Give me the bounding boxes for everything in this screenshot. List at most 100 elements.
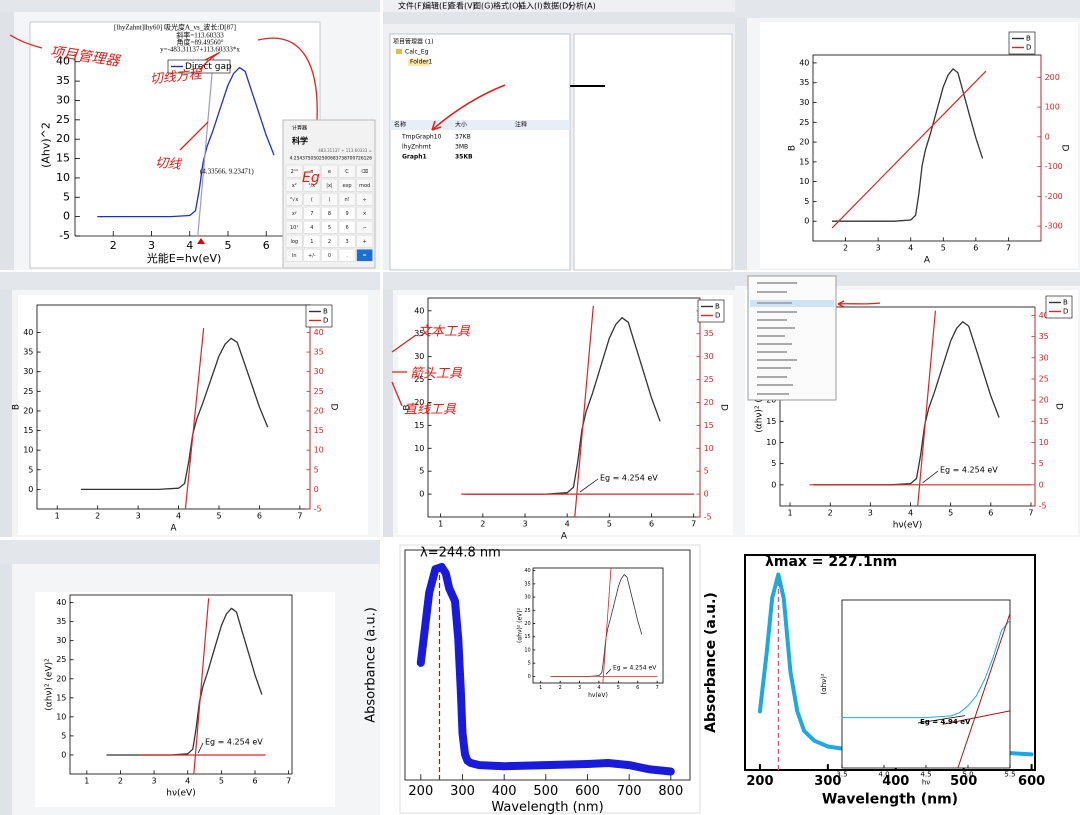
data-line	[184, 327, 205, 510]
calc-key[interactable]	[338, 164, 356, 178]
calc-key[interactable]	[355, 234, 374, 248]
y2-tick-label: 5	[1039, 459, 1044, 468]
y2-tick-label: 20	[1039, 396, 1049, 405]
calc-key[interactable]	[320, 220, 339, 234]
x-tick-label: 4	[186, 239, 193, 252]
calc-key[interactable]	[303, 164, 321, 178]
calc-key[interactable]	[285, 164, 303, 178]
annotation: λmax = 227.1nm	[765, 554, 897, 570]
x-axis-label: A	[561, 531, 568, 541]
calc-key[interactable]	[320, 234, 339, 248]
calc-key[interactable]	[338, 220, 356, 234]
x-tick-label: 5	[941, 244, 946, 253]
calc-key[interactable]	[285, 234, 303, 248]
y-tick-label: 15	[766, 417, 776, 426]
calc-key[interactable]	[320, 192, 339, 206]
calc-key-label: +/-	[308, 253, 316, 259]
calc-key[interactable]	[303, 192, 321, 206]
y2-tick-label: 40	[314, 328, 324, 337]
calc-key[interactable]	[355, 192, 374, 206]
column-header[interactable]: 大小	[455, 121, 467, 129]
data-line	[942, 612, 1011, 769]
calc-key[interactable]	[303, 234, 321, 248]
calc-key[interactable]	[355, 206, 374, 220]
toolbar	[735, 0, 1080, 18]
calc-key[interactable]	[303, 248, 321, 262]
calculator-mode[interactable]: 科学	[292, 136, 308, 146]
file-name[interactable]: lhyZnhmt	[402, 144, 432, 151]
x-tick-label: 2	[828, 509, 833, 518]
y2-tick-label: 35	[1039, 332, 1049, 341]
calc-key[interactable]	[338, 234, 356, 248]
menu-item[interactable]: 分析(A)	[568, 1, 596, 11]
data-line	[813, 321, 1000, 486]
calc-key[interactable]	[285, 248, 303, 262]
calc-key[interactable]	[285, 178, 303, 192]
menu-item[interactable]: 图(G)	[473, 2, 493, 11]
side-toolbar	[0, 12, 14, 270]
data-line	[197, 57, 214, 237]
x-tick-label: 400	[492, 784, 517, 799]
y-tick-label: 10	[524, 647, 530, 653]
y-tick-label: 35	[414, 329, 424, 338]
file-name[interactable]: Graph1	[402, 154, 427, 161]
file-name[interactable]: TmpGraph10	[401, 134, 442, 141]
x-tick-label: 700	[617, 784, 642, 799]
column-header[interactable]: 名称	[394, 121, 406, 129]
legend-label: D	[323, 317, 328, 325]
menu-item[interactable]: 数据(D)	[543, 1, 571, 11]
calc-key-label: 2ⁿᵈ	[291, 169, 298, 175]
y-axis-label: B	[12, 404, 22, 410]
y-axis-label: (αhν)² (eV)²	[755, 380, 765, 433]
y2-tick-label: -5	[314, 505, 322, 514]
y2-tick-label: -5	[704, 513, 712, 522]
toolbar	[383, 12, 735, 24]
calc-key[interactable]	[303, 178, 321, 192]
calc-key[interactable]	[285, 220, 303, 234]
calc-key-label: ×	[363, 211, 367, 217]
column-header[interactable]: 注释	[515, 121, 527, 129]
data-line	[809, 310, 1032, 507]
y2-axis-label: D	[329, 404, 339, 411]
plot-area	[812, 54, 1042, 242]
x-tick-label: 3	[152, 777, 157, 786]
data-line	[461, 305, 695, 518]
x-axis-label: hν(eV)	[893, 520, 922, 530]
calc-key[interactable]	[303, 220, 321, 234]
calc-key[interactable]	[285, 192, 303, 206]
menu-item[interactable]: 查看(V)	[448, 1, 476, 11]
calc-key[interactable]	[338, 192, 356, 206]
y-tick-label: 40	[56, 598, 66, 607]
x-tick-label: 2	[95, 512, 100, 521]
point-label: (4.33566, 9.23471)	[200, 168, 254, 176]
calc-key[interactable]	[320, 178, 339, 192]
calc-key[interactable]	[338, 206, 356, 220]
calc-key[interactable]	[355, 220, 374, 234]
y-tick-label: 5	[528, 661, 531, 667]
calc-key[interactable]	[338, 178, 356, 192]
tree-item[interactable]: Folder1	[410, 59, 433, 66]
calc-key[interactable]	[338, 248, 356, 262]
menu-item[interactable]: 插入(I)	[518, 1, 543, 11]
x-axis-label: A	[170, 523, 177, 533]
calc-key-label: exp	[342, 183, 351, 189]
x-tick-label: 6	[636, 685, 639, 691]
x-axis-label: hν	[922, 779, 930, 787]
calc-key[interactable]	[285, 206, 303, 220]
calc-key[interactable]	[320, 164, 339, 178]
tree-item[interactable]: Calc_Eg	[405, 49, 429, 56]
menu-item[interactable]: 文件(F)	[398, 1, 425, 11]
calc-key[interactable]	[320, 206, 339, 220]
y2-tick-label: 15	[314, 426, 324, 435]
y-axis-label: Absorbance (a.u.)	[364, 607, 379, 723]
menu-item[interactable]: 格式(O)	[493, 1, 522, 11]
calc-key-label: ÷	[363, 197, 367, 203]
toolbar	[383, 272, 735, 290]
menu-item[interactable]: 编辑(E)	[423, 1, 450, 11]
calc-key[interactable]	[355, 248, 374, 262]
x-tick-label: 7	[297, 512, 302, 521]
calc-key[interactable]	[355, 178, 374, 192]
calc-key[interactable]	[303, 206, 321, 220]
calc-key[interactable]	[320, 248, 339, 262]
calc-key[interactable]	[355, 164, 374, 178]
